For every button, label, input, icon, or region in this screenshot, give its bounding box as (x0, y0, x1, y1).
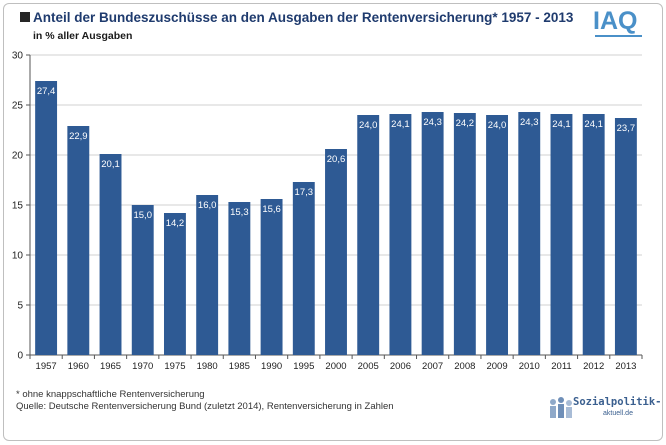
bar-value-label: 24,0 (488, 120, 507, 131)
x-tick-label: 1965 (100, 361, 121, 372)
x-tick-label: 2009 (486, 361, 507, 372)
bar (389, 114, 412, 355)
bar-value-label: 24,2 (456, 118, 475, 129)
x-tick-label: 1957 (36, 361, 57, 372)
x-tick-label: 1960 (68, 361, 89, 372)
chart-subtitle: in % aller Ausgaben (33, 30, 133, 42)
x-tick-label: 2000 (325, 361, 346, 372)
bar (35, 81, 58, 355)
bar-value-label: 22,9 (69, 131, 88, 142)
bar-value-label: 15,3 (230, 207, 249, 218)
y-tick-label: 10 (12, 251, 24, 262)
bar (453, 113, 476, 355)
bar-value-label: 27,4 (37, 86, 56, 97)
y-tick-label: 0 (17, 351, 23, 362)
iaq-logo-underline (595, 35, 642, 37)
x-tick-label: 1985 (229, 361, 250, 372)
x-tick-label: 1970 (132, 361, 153, 372)
x-tick-label: 2008 (454, 361, 475, 372)
badge-subtext: aktuell.de (603, 410, 633, 417)
bar (582, 114, 605, 355)
bar-value-label: 24,3 (423, 117, 442, 128)
bar (99, 154, 122, 355)
x-tick-label: 1975 (164, 361, 185, 372)
bar (486, 115, 509, 355)
x-tick-label: 1980 (197, 361, 218, 372)
bar (550, 114, 573, 355)
bar (357, 115, 380, 355)
y-tick-label: 25 (12, 101, 24, 112)
bar (325, 149, 347, 355)
x-tick-label: 2005 (358, 361, 379, 372)
bar (196, 195, 219, 355)
bar (292, 182, 315, 355)
x-tick-label: 2007 (422, 361, 443, 372)
bar (614, 118, 637, 355)
bar-value-label: 24,3 (520, 117, 539, 128)
bar (163, 213, 186, 355)
sozialpolitik-badge: Sozialpolitik- aktuell.de (545, 392, 662, 424)
y-tick-label: 30 (12, 51, 24, 62)
bar-value-label: 24,1 (552, 119, 571, 130)
x-tick-label: 2006 (390, 361, 411, 372)
bar-value-label: 20,6 (327, 154, 346, 165)
bar (518, 112, 541, 355)
bar (228, 202, 251, 355)
footnote: * ohne knappschaftliche Rentenversicheru… (16, 389, 205, 400)
bar-value-label: 24,0 (359, 120, 378, 131)
chart-title-text: Anteil der Bundeszuschüsse an den Ausgab… (33, 10, 574, 25)
bar-value-label: 15,6 (262, 204, 281, 215)
source-note: Quelle: Deutsche Rentenversicherung Bund… (16, 401, 394, 412)
bar-value-label: 24,1 (584, 119, 603, 130)
bar-value-label: 15,0 (133, 210, 152, 221)
x-tick-label: 2011 (551, 361, 571, 372)
bar-value-label: 16,0 (198, 200, 217, 211)
bar-value-label: 17,3 (295, 187, 314, 198)
y-tick-label: 15 (12, 201, 24, 212)
bar (67, 126, 90, 355)
x-tick-label: 1995 (293, 361, 314, 372)
x-tick-label: 2012 (583, 361, 604, 372)
badge-text: Sozialpolitik- (573, 396, 662, 408)
bar-value-label: 24,1 (391, 119, 410, 130)
iaq-logo-text: IAQ (593, 7, 638, 35)
y-tick-label: 20 (12, 151, 24, 162)
people-icon (550, 397, 572, 418)
y-tick-label: 5 (17, 301, 23, 312)
x-tick-label: 1990 (261, 361, 282, 372)
bar-value-label: 23,7 (617, 123, 636, 134)
x-tick-label: 2010 (519, 361, 540, 372)
bar-value-label: 20,1 (101, 159, 120, 170)
title-bullet-icon (20, 12, 30, 22)
bar (131, 205, 154, 355)
x-tick-label: 2013 (615, 361, 636, 372)
iaq-logo: IAQ (593, 8, 645, 40)
chart-title: Anteil der Bundeszuschüsse an den Ausgab… (20, 10, 573, 25)
bar-value-label: 14,2 (166, 218, 185, 229)
bar (421, 112, 444, 355)
bar (260, 199, 283, 355)
